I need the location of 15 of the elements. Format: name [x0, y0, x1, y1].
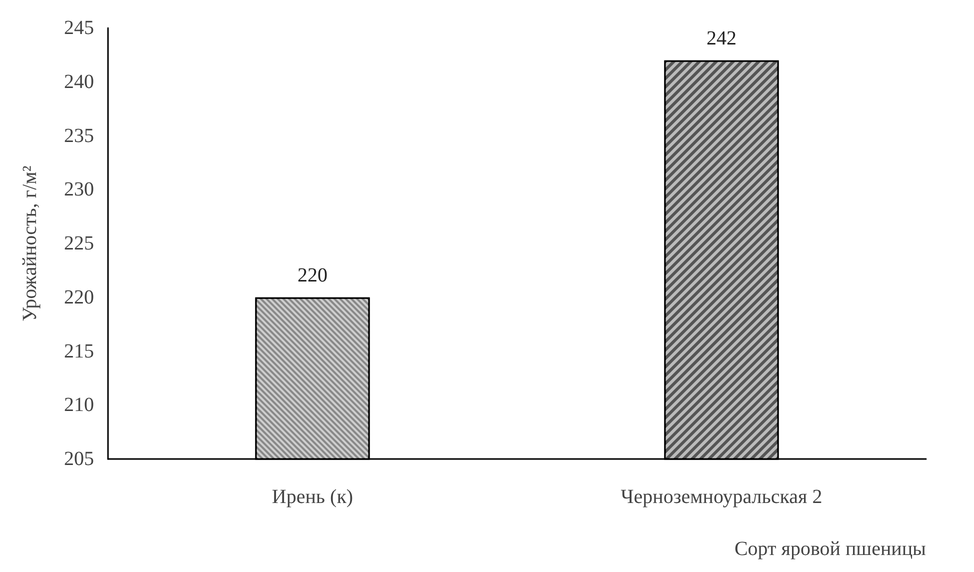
x-tick-label: Черноземноуральская 2	[620, 486, 822, 508]
y-tick-label: 220	[64, 286, 94, 308]
x-axis-title: Сорт яровой пшеницы	[734, 538, 926, 560]
y-axis-title: Урожайность, г/м²	[19, 166, 41, 322]
y-tick-label: 205	[64, 448, 94, 470]
data-label: 220	[298, 264, 328, 286]
y-tick-label: 225	[64, 232, 94, 254]
y-tick-label: 230	[64, 178, 94, 201]
data-label: 242	[706, 27, 736, 50]
y-tick-label: 235	[64, 124, 94, 147]
y-tick-label: 215	[64, 340, 94, 362]
y-tick-label: 210	[64, 394, 94, 416]
y-tick-label: 245	[64, 17, 94, 39]
x-tick-label: Ирень (к)	[272, 486, 354, 508]
y-tick-label: 240	[64, 70, 94, 93]
